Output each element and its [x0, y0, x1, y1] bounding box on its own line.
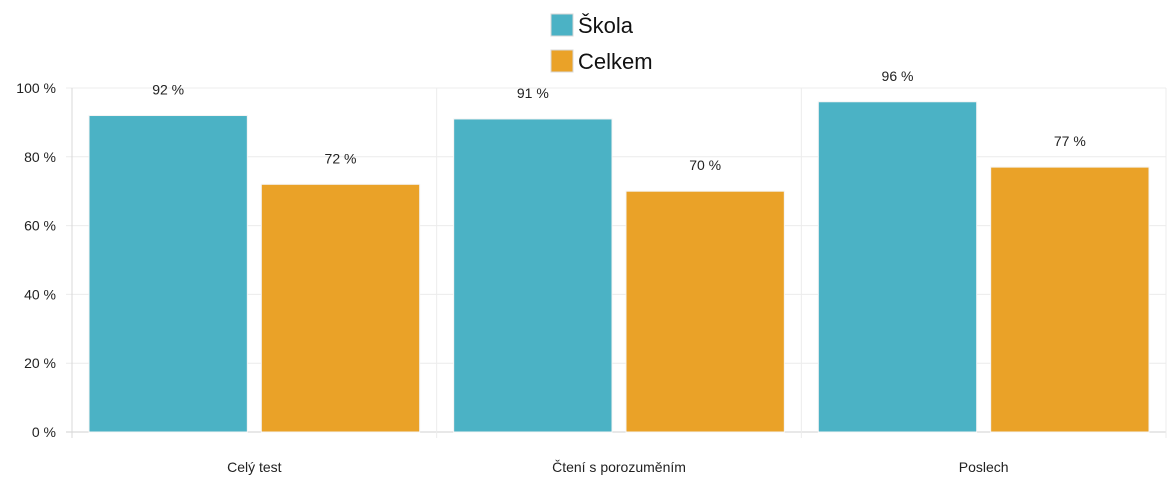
x-category-label: Čtení s porozuměním	[552, 459, 686, 475]
x-category-label: Poslech	[959, 459, 1009, 475]
bar-value-label: 91 %	[517, 85, 549, 101]
bar-celkem[interactable]	[260, 183, 421, 433]
y-tick-label: 40 %	[24, 286, 56, 302]
bar-value-label: 72 %	[325, 150, 357, 166]
x-category-label: Celý test	[227, 459, 282, 475]
bar-value-label: 92 %	[152, 82, 184, 98]
label-layer: 92 % 72 % 91 % 70 % 96 % 77 %	[152, 68, 1086, 173]
bar-skola[interactable]	[817, 101, 978, 433]
bar-skola[interactable]	[453, 118, 613, 433]
y-tick-label: 0 %	[32, 424, 56, 440]
bar-layer	[88, 101, 1150, 433]
bar-celkem[interactable]	[990, 166, 1150, 433]
bar-value-label: 96 %	[882, 68, 914, 84]
y-tick-label: 20 %	[24, 355, 56, 371]
legend-swatch-celkem[interactable]	[550, 49, 574, 73]
legend-label-skola[interactable]: Škola	[578, 13, 634, 38]
y-tick-label: 80 %	[24, 149, 56, 165]
bar-skola[interactable]	[88, 115, 248, 433]
legend-label-celkem[interactable]: Celkem	[578, 49, 653, 74]
bar-value-label: 70 %	[689, 157, 721, 173]
legend-swatch-skola[interactable]	[550, 13, 574, 37]
bar-celkem[interactable]	[625, 190, 785, 433]
axis-layer: 0 % 20 % 40 % 60 % 80 % 100 % Celý test Čtení s…	[16, 80, 1008, 475]
legend: Škola Celkem	[550, 13, 653, 74]
bar-value-label: 77 %	[1054, 133, 1086, 149]
grid-layer	[66, 87, 1167, 438]
y-tick-label: 60 %	[24, 218, 56, 234]
y-tick-label: 100 %	[16, 80, 56, 96]
